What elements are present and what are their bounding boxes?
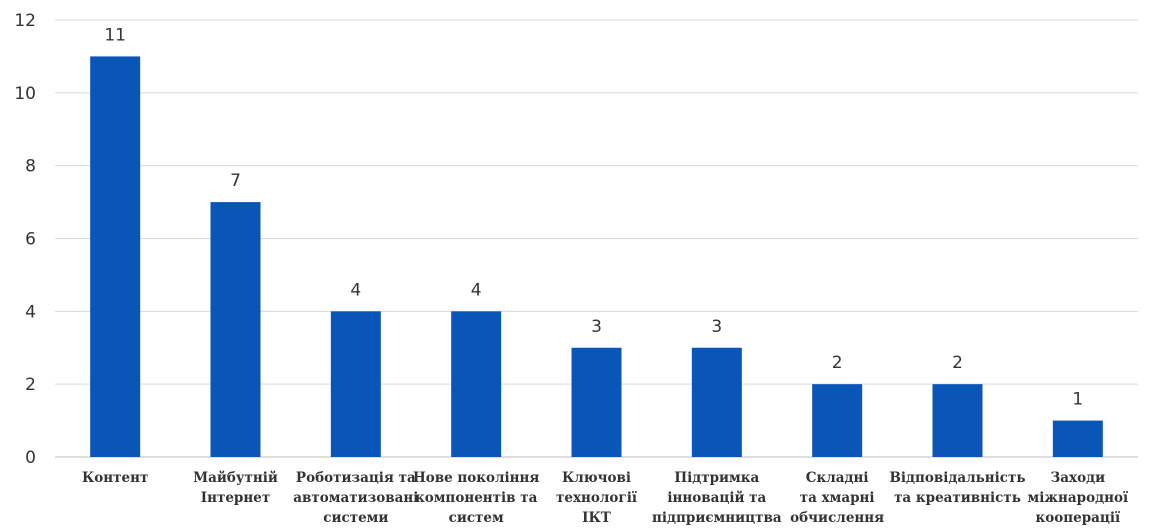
category-label-line: Роботизація та: [296, 470, 416, 486]
y-tick-label: 8: [25, 157, 36, 177]
category-label-5: Підтримка інновацій та підприємництва: [652, 470, 782, 526]
category-label-line: автоматизовані: [293, 490, 418, 506]
data-label-8: 1: [1072, 390, 1083, 410]
category-label-line: Підтримка: [674, 470, 759, 486]
bar-7: [932, 384, 983, 457]
y-tick-label: 2: [25, 375, 36, 395]
category-label-line: кооперації: [1036, 510, 1122, 526]
category-label-line: Ключові: [562, 470, 631, 486]
category-label-line: системи: [323, 510, 388, 526]
y-tick-label: 6: [25, 230, 36, 250]
bar-3: [451, 311, 502, 457]
y-tick-label: 0: [25, 448, 36, 468]
category-label-6: Складні та хмарні обчислення: [790, 470, 884, 526]
category-label-line: підприємництва: [652, 510, 782, 526]
category-label-line: компонентів та: [415, 490, 538, 506]
x-axis-categories: Контент Майбутній Інтернет Роботизація та ав…: [82, 470, 1129, 526]
category-label-3: Нове покоління компонентів та систем: [413, 470, 539, 526]
data-label-1: 7: [230, 171, 241, 191]
category-label-line: систем: [449, 510, 504, 526]
category-label-7: Відповідальність та креативність: [889, 470, 1025, 506]
bars: [90, 56, 1103, 458]
bar-6: [812, 384, 863, 457]
category-label-line: та хмарні: [800, 490, 875, 506]
category-label-1: Майбутній Інтернет: [193, 470, 278, 506]
category-label-line: Складні: [806, 470, 869, 486]
data-label-6: 2: [832, 353, 843, 373]
y-tick-label: 10: [14, 84, 36, 104]
category-label-line: Інтернет: [201, 490, 270, 506]
category-label-line: Заходи: [1051, 470, 1106, 486]
y-tick-label: 4: [25, 302, 36, 322]
category-label-line: обчислення: [790, 510, 884, 526]
category-label-2: Роботизація та автоматизовані системи: [293, 470, 418, 526]
data-label-4: 3: [591, 317, 602, 337]
bar-0: [90, 56, 141, 458]
bar-2: [330, 311, 381, 457]
y-axis-ticks: 0 2 4 6 8 10 12: [14, 11, 36, 468]
category-label-0: Контент: [82, 470, 148, 486]
category-label-line: інновацій та: [667, 490, 766, 506]
data-label-2: 4: [350, 280, 361, 300]
category-label-line: Контент: [82, 470, 148, 486]
data-label-0: 11: [104, 25, 126, 45]
category-label-line: технології: [556, 490, 638, 506]
data-labels: 11 7 4 4 3 3 2 2 1: [104, 25, 1083, 409]
bar-8: [1052, 420, 1103, 457]
data-label-3: 4: [471, 280, 482, 300]
category-label-8: Заходи міжнародної кооперації: [1028, 470, 1129, 526]
category-label-line: міжнародної: [1028, 490, 1129, 506]
data-label-7: 2: [952, 353, 963, 373]
category-label-line: ІКТ: [582, 510, 611, 526]
bar-4: [571, 347, 622, 457]
category-label-4: Ключові технології ІКТ: [556, 470, 638, 526]
y-tick-label: 12: [14, 11, 36, 31]
category-label-line: Майбутній: [193, 470, 278, 486]
category-label-line: Відповідальність: [889, 470, 1025, 486]
data-label-5: 3: [711, 317, 722, 337]
bar-1: [210, 202, 261, 457]
bar-5: [691, 347, 742, 457]
category-label-line: Нове покоління: [413, 470, 539, 486]
category-label-line: та креативність: [894, 490, 1021, 506]
